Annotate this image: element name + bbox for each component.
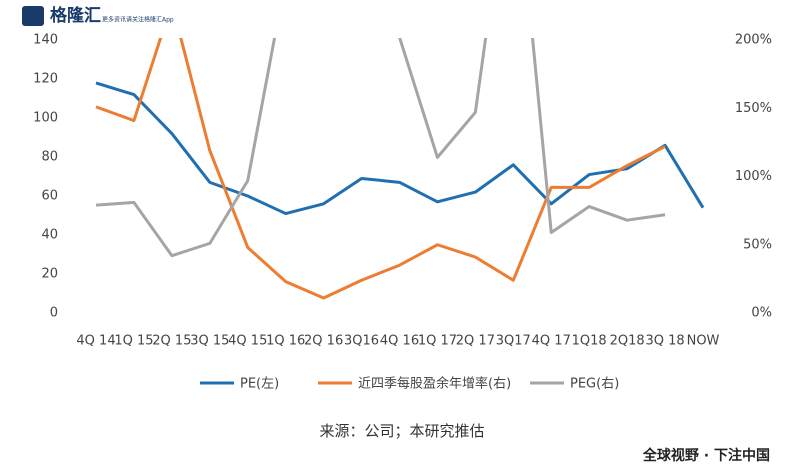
x-tick-label: 1Q 16 [266,334,305,349]
legend-label: PEG(右) [570,377,619,392]
x-tick-label: 3Q 15 [190,334,229,349]
y-tick-label: 20 [41,267,58,282]
y2-tick-label: 100% [735,169,772,184]
plot [95,38,705,300]
tagline: 更多资讯请关注格隆汇App [102,16,174,24]
y2-tick-label: 150% [735,101,772,116]
source: 来源：公司；本研究推估 [319,422,484,440]
x-tick-label: 3Q16 [344,334,379,349]
x-tick-label: 1Q 15 [114,334,153,349]
y2-tick-label: 0% [751,306,772,321]
x-tick-label: 2Q 15 [152,334,191,349]
logo-icon [22,6,44,26]
y-tick-label: 80 [41,150,58,165]
y2-tick-label: 50% [743,237,772,252]
series-line [95,38,277,258]
y-tick-label: 100 [33,111,58,126]
legend-label: PE(左) [240,377,279,392]
y-tick-label: 60 [41,189,58,204]
series-line [95,38,666,300]
legend-label: 近四季每股盈余年增率(右) [358,376,511,392]
y-tick-label: 0 [50,306,58,321]
x-tick-label: 1Q18 [572,334,607,349]
series-line [398,38,666,234]
x-tick-label: 4Q 14 [76,334,115,349]
x-tick-label: 4Q 16 [380,334,419,349]
y2-tick-label: 200% [735,33,772,48]
x-tick-label: 3Q17 [496,334,531,349]
logo: 格隆汇 [50,5,101,26]
x-tick-label: 2Q 16 [304,334,343,349]
slogan: 全球视野 · 下注中国 [642,447,770,464]
x-tick-label: NOW [687,334,720,349]
y-tick-label: 140 [33,33,58,48]
x-tick-label: 4Q 15 [228,334,267,349]
x-tick-label: 2Q18 [610,334,645,349]
x-tick-label: 4Q 17 [532,334,571,349]
x-tick-label: 2Q 17 [456,334,495,349]
x-tick-label: 1Q 17 [418,334,457,349]
x-tick-label: 3Q 18 [645,334,684,349]
series-line [95,81,705,216]
y-tick-label: 40 [41,228,58,243]
y-tick-label: 120 [33,72,58,87]
